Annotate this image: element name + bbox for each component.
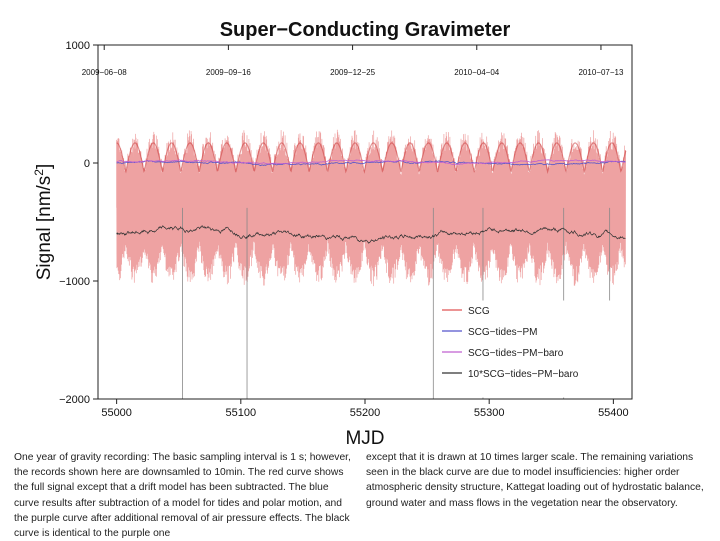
- series-purple: [116, 159, 626, 166]
- x-tick-label-2: 55200: [350, 407, 381, 419]
- caption-left: One year of gravity recording: The basic…: [14, 452, 351, 540]
- date-tick-label-3: 2010−04−04: [454, 68, 499, 77]
- y-tick-label-2: −1000: [59, 276, 90, 288]
- legend-label-2: SCG−tides−PM−baro: [468, 348, 564, 359]
- gravimeter-chart: Super−Conducting Gravimeter 1000 0 −1000 −2…: [32, 19, 633, 449]
- legend: SCG SCG−tides−PM SCG−tides−PM−baro 10*SCG−t…: [435, 300, 631, 398]
- series-black: [116, 224, 626, 244]
- y-tick-label-1: 0: [84, 158, 90, 170]
- legend-label-0: SCG: [468, 306, 490, 317]
- series-blue: [116, 160, 626, 167]
- date-tick-label-0: 2009−06−08: [82, 68, 127, 77]
- date-tick-label-1: 2009−09−16: [206, 68, 251, 77]
- x-tick-label-0: 55000: [101, 407, 132, 419]
- legend-label-1: SCG−tides−PM: [468, 327, 537, 338]
- y-tick-label-3: −2000: [59, 394, 90, 406]
- caption-right: except that it is drawn at 10 times larg…: [366, 452, 704, 509]
- chart-title: Super−Conducting Gravimeter: [220, 19, 511, 41]
- x-tick-label-3: 55300: [474, 407, 505, 419]
- x-tick-label-1: 55100: [226, 407, 257, 419]
- date-tick-label-2: 2009−12−25: [330, 68, 375, 77]
- axes: 1000 0 −1000 −2000 55000 55100 55200 55300 55400…: [59, 40, 633, 419]
- date-tick-label-4: 2010−07−13: [578, 68, 623, 77]
- x-axis-label: MJD: [345, 428, 384, 449]
- legend-label-3: 10*SCG−tides−PM−baro: [468, 369, 579, 380]
- x-tick-label-4: 55400: [598, 407, 629, 419]
- legend-box: [435, 300, 631, 398]
- y-axis-label: Signal [nm/s2]: [32, 164, 55, 281]
- y-tick-label-0: 1000: [66, 40, 90, 52]
- series-scg: [116, 129, 626, 287]
